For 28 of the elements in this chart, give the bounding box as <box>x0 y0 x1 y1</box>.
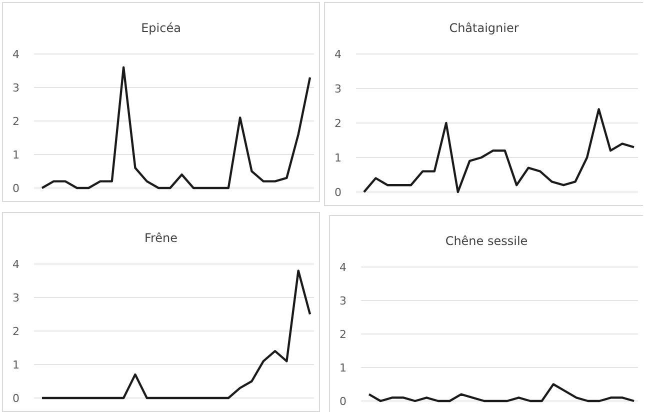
line-series <box>362 108 636 194</box>
y-tick-label: 2 <box>12 324 20 338</box>
y-tick-label: 1 <box>334 151 342 164</box>
chart-title: Frêne <box>144 231 178 245</box>
y-tick-label: 4 <box>12 258 20 271</box>
y-tick-label: 3 <box>340 294 346 308</box>
y-tick-label: 2 <box>340 328 346 341</box>
y-tick-label: 0 <box>12 182 20 195</box>
chart-title: Chêne sessile <box>445 234 528 248</box>
y-tick-label: 3 <box>12 291 20 304</box>
y-tick-label: 1 <box>12 358 20 372</box>
y-tick-label: 2 <box>334 116 342 130</box>
y-tick-label: 1 <box>340 361 346 374</box>
y-tick-label: 4 <box>340 260 346 274</box>
y-tick-label: 4 <box>334 48 342 61</box>
line-series <box>40 270 312 400</box>
y-tick-label: 3 <box>12 81 20 94</box>
y-tick-label: 3 <box>334 82 342 96</box>
chart-title: Châtaignier <box>449 21 519 35</box>
y-tick-label: 0 <box>340 394 346 408</box>
y-tick-label: 1 <box>12 148 20 162</box>
y-tick-label: 2 <box>12 114 20 128</box>
y-tick-label: 4 <box>12 48 20 61</box>
y-tick-label: 0 <box>12 392 20 405</box>
chart-title: Epicéa <box>141 21 181 35</box>
line-series <box>368 383 636 402</box>
y-tick-label: 0 <box>334 186 342 199</box>
line-series <box>40 66 312 190</box>
